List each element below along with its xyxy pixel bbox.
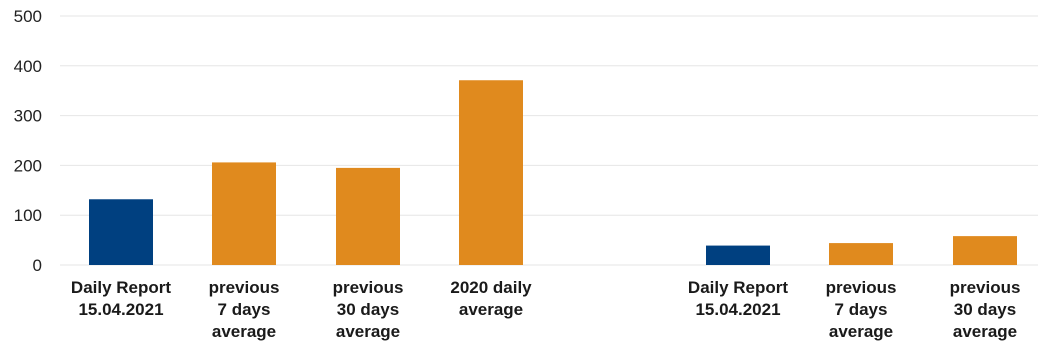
x-category-label: previous 30 days average: [333, 278, 404, 341]
bar: [459, 80, 523, 265]
category-labels: Daily Report 15.04.2021 previous 7 days aver…: [71, 278, 1021, 341]
bar: [89, 199, 153, 265]
bars: [89, 80, 1017, 265]
x-category-label: previous 7 days average: [209, 278, 280, 341]
bar: [336, 168, 400, 265]
y-tick-label: 200: [14, 156, 42, 175]
y-axis-tick-labels: 0 100 200 300 400 500: [14, 7, 42, 275]
bar: [212, 162, 276, 265]
y-tick-label: 500: [14, 7, 42, 26]
bar: [953, 236, 1017, 265]
x-category-label: previous 30 days average: [950, 278, 1021, 341]
y-tick-label: 100: [14, 206, 42, 225]
x-category-label: previous 7 days average: [826, 278, 897, 341]
y-tick-label: 300: [14, 107, 42, 126]
x-category-label: Daily Report 15.04.2021: [688, 278, 788, 319]
y-tick-label: 400: [14, 57, 42, 76]
x-category-label: Daily Report 15.04.2021: [71, 278, 171, 319]
y-tick-label: 0: [33, 256, 42, 275]
gridlines: [60, 16, 1038, 265]
x-category-label: 2020 daily average: [450, 278, 532, 319]
bar: [706, 246, 770, 265]
bar: [829, 243, 893, 265]
